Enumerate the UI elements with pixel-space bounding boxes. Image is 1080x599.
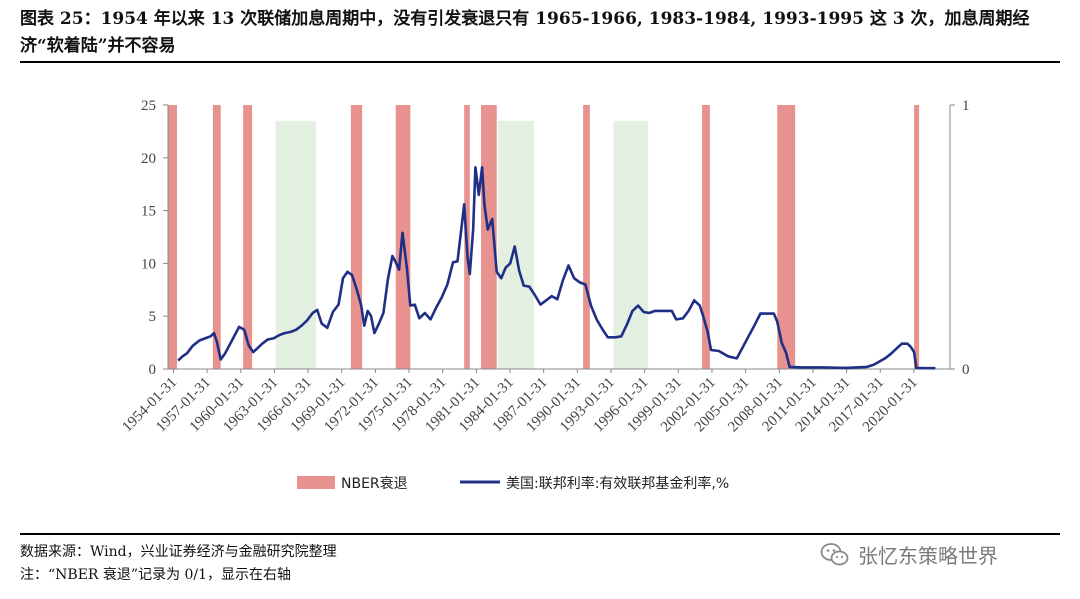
footer-divider bbox=[20, 533, 1060, 535]
recession-bar bbox=[350, 105, 363, 369]
fed-funds-rate-line bbox=[177, 166, 936, 370]
soft-landing-band bbox=[275, 120, 317, 369]
fed-funds-chart: 2520151050101954-01-311957-01-311960-01-… bbox=[119, 98, 970, 492]
left-tick-label: 10 bbox=[141, 256, 156, 272]
recession-bar bbox=[583, 105, 590, 369]
footnote: 注：“NBER 衰退”记录为 0/1，显示在右轴 bbox=[20, 567, 292, 583]
legend-label-fed-rate: 美国:联邦利率:有效联邦基金利率,% bbox=[506, 475, 729, 492]
recession-bar bbox=[914, 105, 920, 369]
watermark-text: 张忆东策略世界 bbox=[858, 544, 998, 568]
left-tick-label: 15 bbox=[141, 204, 156, 220]
recession-bar bbox=[481, 105, 497, 369]
wechat-icon bbox=[820, 542, 849, 565]
left-tick-label: 25 bbox=[141, 98, 156, 114]
soft-landing-band bbox=[613, 120, 649, 369]
recession-bar bbox=[702, 105, 710, 369]
recession-bar bbox=[212, 105, 221, 369]
left-tick-label: 0 bbox=[149, 362, 157, 378]
recession-bar bbox=[777, 105, 796, 369]
right-tick-label: 0 bbox=[962, 362, 970, 378]
title-divider bbox=[20, 61, 1060, 63]
left-tick-label: 20 bbox=[141, 151, 156, 167]
left-tick-label: 5 bbox=[149, 309, 157, 325]
recession-bar bbox=[243, 105, 253, 369]
soft-landing-band bbox=[497, 120, 534, 369]
recession-bar bbox=[168, 105, 177, 369]
source-note: 数据来源：Wind，兴业证券经济与金融研究院整理 bbox=[20, 544, 337, 560]
legend-label-recession: NBER衰退 bbox=[341, 475, 408, 492]
watermark: 张忆东策略世界 bbox=[820, 540, 998, 569]
legend-swatch-recession bbox=[297, 476, 335, 489]
chart-title: 图表 25：1954 年以来 13 次联储加息周期中，没有引发衰退只有 1965… bbox=[20, 9, 1030, 56]
right-tick-label: 1 bbox=[962, 98, 970, 114]
